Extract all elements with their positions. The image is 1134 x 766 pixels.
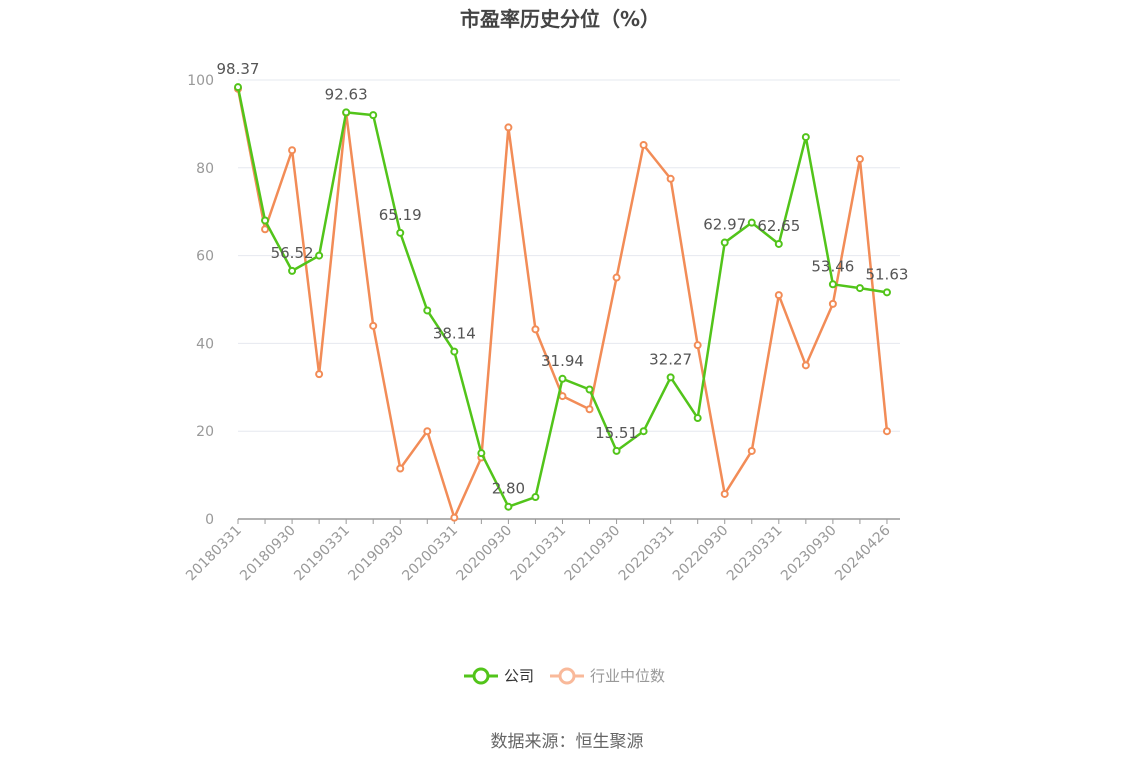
- x-tick-label: 20210930: [562, 523, 624, 585]
- data-point-company: [666, 373, 675, 382]
- data-label-company: 32.27: [649, 350, 692, 368]
- x-tick-label: 20180930: [237, 523, 299, 585]
- y-tick-label: 60: [196, 249, 214, 265]
- data-label-company: 31.94: [541, 352, 584, 370]
- y-tick-label: 100: [187, 73, 214, 89]
- data-point-industry: [261, 225, 270, 234]
- data-label-company: 62.65: [757, 217, 800, 235]
- data-point-company: [504, 502, 513, 511]
- data-label-company: 38.14: [433, 325, 476, 343]
- data-point-industry: [396, 464, 405, 473]
- x-tick-label: 20210331: [508, 523, 570, 585]
- data-point-industry: [693, 341, 702, 350]
- x-tick-label: 20230331: [724, 523, 786, 585]
- data-point-industry: [666, 174, 675, 183]
- series-line-industry: [236, 88, 889, 519]
- series-line-company: [236, 86, 888, 508]
- legend-swatch-industry-marker: [558, 667, 576, 685]
- data-point-industry: [450, 513, 459, 522]
- y-tick-label: 80: [196, 161, 214, 177]
- data-point-company: [639, 427, 648, 436]
- legend[interactable]: 公司 行业中位数: [464, 667, 665, 685]
- data-label-company: 53.46: [811, 257, 854, 275]
- legend-item-industry[interactable]: 行业中位数: [550, 667, 665, 685]
- data-point-industry: [558, 392, 567, 401]
- data-point-company: [747, 218, 756, 227]
- data-point-company: [396, 228, 405, 237]
- data-point-industry: [639, 140, 648, 149]
- y-axis-ticks: 0 20 40 60 80 100: [187, 73, 214, 528]
- y-tick-label: 0: [205, 512, 214, 528]
- data-point-company: [261, 216, 270, 225]
- data-label-company: 62.97: [703, 216, 746, 234]
- x-tick-label: 20220930: [670, 523, 732, 585]
- x-tick-label: 20200930: [454, 523, 516, 585]
- data-point-company: [585, 385, 594, 394]
- data-label-company: 98.37: [217, 60, 260, 78]
- data-point-company: [693, 414, 702, 423]
- data-point-company: [477, 449, 486, 458]
- data-label-company: 51.63: [865, 265, 908, 283]
- data-point-industry: [531, 325, 540, 334]
- data-point-industry: [801, 361, 810, 370]
- data-point-industry: [720, 489, 729, 498]
- data-point-industry: [774, 291, 783, 300]
- data-label-company: 65.19: [379, 206, 422, 224]
- y-tick-label: 20: [196, 424, 214, 440]
- x-axis: 2018033120180930201903312019093020200331…: [183, 518, 900, 585]
- data-point-industry: [828, 299, 837, 308]
- legend-label-industry: 行业中位数: [590, 667, 665, 685]
- data-point-company: [882, 288, 891, 297]
- data-point-company: [612, 446, 621, 455]
- data-point-company: [855, 284, 864, 293]
- data-source: 数据来源：恒生聚源: [491, 732, 644, 752]
- data-point-industry: [855, 155, 864, 164]
- data-point-company: [369, 111, 378, 120]
- data-label-company: 56.52: [271, 244, 314, 262]
- data-point-company: [558, 374, 567, 383]
- grid-lines: [238, 79, 900, 432]
- chart-title: 市盈率历史分位（%）: [460, 7, 660, 31]
- x-tick-label: 20180331: [183, 523, 245, 585]
- data-point-industry: [585, 405, 594, 414]
- legend-swatch-company-marker: [472, 667, 490, 685]
- data-point-company: [801, 133, 810, 142]
- data-point-industry: [423, 427, 432, 436]
- data-point-industry: [747, 446, 756, 455]
- series-layer: [234, 83, 891, 522]
- data-point-company: [315, 251, 324, 260]
- x-tick-label: 20230930: [778, 523, 840, 585]
- data-label-company: 2.80: [492, 480, 525, 498]
- x-tick-label: 20240426: [832, 522, 894, 584]
- data-point-industry: [288, 146, 297, 155]
- x-tick-label: 20220331: [616, 523, 678, 585]
- y-tick-label: 40: [196, 336, 214, 352]
- data-label-company: 15.51: [595, 424, 638, 442]
- legend-label-company: 公司: [504, 667, 534, 685]
- data-point-industry: [504, 123, 513, 132]
- data-labels: 98.37 56.52 92.63 65.19 38.14 2.80 31.94 15.51 3…: [217, 60, 909, 498]
- data-point-company: [774, 239, 783, 248]
- data-point-industry: [315, 370, 324, 379]
- data-point-industry: [882, 427, 891, 436]
- data-point-company: [720, 238, 729, 247]
- data-point-company: [531, 493, 540, 502]
- x-tick-label: 20190331: [291, 523, 353, 585]
- data-label-company: 92.63: [325, 85, 368, 103]
- data-point-industry: [369, 321, 378, 330]
- data-point-company: [288, 266, 297, 275]
- data-point-industry: [612, 273, 621, 282]
- x-tick-label: 20200331: [399, 523, 461, 585]
- data-point-company: [450, 347, 459, 356]
- legend-item-company[interactable]: 公司: [464, 667, 534, 685]
- data-point-company: [423, 306, 432, 315]
- data-point-company: [234, 83, 242, 92]
- x-tick-label: 20190930: [345, 523, 407, 585]
- data-point-company: [342, 108, 351, 117]
- data-point-company: [828, 280, 837, 289]
